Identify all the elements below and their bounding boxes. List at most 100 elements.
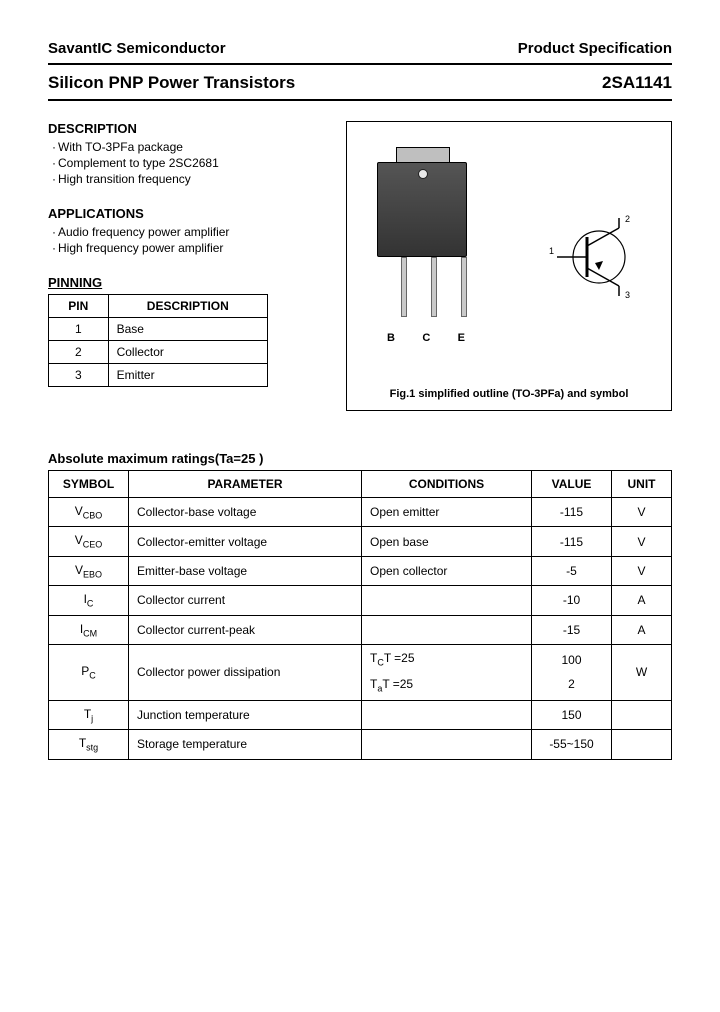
table-row: 1 Base — [49, 318, 268, 341]
spec-label: Product Specification — [518, 40, 672, 57]
table-row: ICM Collector current-peak -15 A — [49, 615, 672, 644]
param-cell: Collector-emitter voltage — [129, 527, 362, 556]
table-row: Tj Junction temperature 150 — [49, 700, 672, 729]
sym-cell: VCBO — [49, 498, 129, 527]
cond-cell — [362, 586, 532, 615]
package-tab — [396, 147, 450, 163]
cond-cell: Open emitter — [362, 498, 532, 527]
unit-cell: A — [612, 615, 672, 644]
applications-heading: APPLICATIONS — [48, 206, 328, 221]
company-name: SavantIC Semiconductor — [48, 40, 226, 57]
product-family: Silicon PNP Power Transistors — [48, 73, 295, 93]
package-hole — [418, 169, 428, 179]
col-parameter: PARAMETER — [129, 471, 362, 498]
table-row: VEBO Emitter-base voltage Open collector… — [49, 556, 672, 585]
pin-label-e: E — [458, 332, 465, 344]
unit-cell: V — [612, 556, 672, 585]
pin-label-b: B — [387, 332, 395, 344]
svg-text:3: 3 — [625, 290, 630, 300]
figure-caption: Fig.1 simplified outline (TO-3PFa) and s… — [347, 388, 671, 400]
figure-box: B C E 1 2 3 Fig.1 s — [346, 121, 672, 411]
pin-num: 3 — [49, 364, 109, 387]
param-cell: Storage temperature — [129, 730, 362, 759]
table-row: PC Collector power dissipation TCT =25 T… — [49, 644, 672, 700]
val-cell: 100 2 — [532, 644, 612, 700]
val-cell: 150 — [532, 700, 612, 729]
table-row: IC Collector current -10 A — [49, 586, 672, 615]
table-header-row: PIN DESCRIPTION — [49, 295, 268, 318]
desc-item: With TO-3PFa package — [52, 140, 328, 154]
desc-item: Complement to type 2SC2681 — [52, 156, 328, 170]
package-body — [377, 162, 467, 257]
col-conditions: CONDITIONS — [362, 471, 532, 498]
param-cell: Collector current-peak — [129, 615, 362, 644]
leg — [401, 257, 407, 317]
cond-cell: Open collector — [362, 556, 532, 585]
val-cell: -115 — [532, 527, 612, 556]
col-value: VALUE — [532, 471, 612, 498]
title-row: Silicon PNP Power Transistors 2SA1141 — [48, 73, 672, 93]
cond-cell: Open base — [362, 527, 532, 556]
sym-cell: VEBO — [49, 556, 129, 585]
pin-num: 1 — [49, 318, 109, 341]
pinning-heading: PINNING — [48, 275, 328, 290]
val-cell: -115 — [532, 498, 612, 527]
left-column: DESCRIPTION With TO-3PFa package Complem… — [48, 121, 328, 411]
col-symbol: SYMBOL — [49, 471, 129, 498]
page-header: SavantIC Semiconductor Product Specifica… — [48, 40, 672, 57]
cond-cell: TCT =25 TaT =25 — [362, 644, 532, 700]
val-cell: -5 — [532, 556, 612, 585]
table-header-row: SYMBOL PARAMETER CONDITIONS VALUE UNIT — [49, 471, 672, 498]
top-content: DESCRIPTION With TO-3PFa package Complem… — [48, 121, 672, 411]
right-column: B C E 1 2 3 Fig.1 s — [346, 121, 672, 411]
param-cell: Junction temperature — [129, 700, 362, 729]
ratings-table: SYMBOL PARAMETER CONDITIONS VALUE UNIT V… — [48, 470, 672, 760]
col-desc: DESCRIPTION — [108, 295, 267, 318]
package-outline-icon — [377, 162, 487, 317]
sym-cell: IC — [49, 586, 129, 615]
pin-num: 2 — [49, 341, 109, 364]
param-cell: Collector current — [129, 586, 362, 615]
table-row: VCEO Collector-emitter voltage Open base… — [49, 527, 672, 556]
desc-item: High transition frequency — [52, 172, 328, 186]
unit-cell: A — [612, 586, 672, 615]
sym-cell: Tstg — [49, 730, 129, 759]
pin-label-c: C — [422, 332, 430, 344]
table-row: Tstg Storage temperature -55~150 — [49, 730, 672, 759]
app-item: Audio frequency power amplifier — [52, 225, 328, 239]
col-pin: PIN — [49, 295, 109, 318]
package-legs — [401, 257, 467, 317]
part-number: 2SA1141 — [602, 73, 672, 93]
leg — [431, 257, 437, 317]
val-cell: -10 — [532, 586, 612, 615]
table-row: 3 Emitter — [49, 364, 268, 387]
table-row: 2 Collector — [49, 341, 268, 364]
rule-title — [48, 99, 672, 101]
pin-desc: Collector — [108, 341, 267, 364]
param-cell: Collector power dissipation — [129, 644, 362, 700]
sym-cell: ICM — [49, 615, 129, 644]
unit-cell: W — [612, 644, 672, 700]
val-cell: -55~150 — [532, 730, 612, 759]
param-cell: Emitter-base voltage — [129, 556, 362, 585]
transistor-symbol-icon: 1 2 3 — [547, 212, 647, 302]
unit-cell: V — [612, 498, 672, 527]
pin-desc: Emitter — [108, 364, 267, 387]
svg-text:2: 2 — [625, 214, 630, 224]
unit-cell — [612, 700, 672, 729]
ratings-heading: Absolute maximum ratings(Ta=25 ) — [48, 451, 672, 466]
pinning-table: PIN DESCRIPTION 1 Base 2 Collector 3 Emi… — [48, 294, 268, 387]
param-cell: Collector-base voltage — [129, 498, 362, 527]
sym-cell: Tj — [49, 700, 129, 729]
table-row: VCBO Collector-base voltage Open emitter… — [49, 498, 672, 527]
cond-cell — [362, 700, 532, 729]
sym-cell: VCEO — [49, 527, 129, 556]
svg-text:1: 1 — [549, 246, 554, 256]
val-cell: -15 — [532, 615, 612, 644]
cond-cell — [362, 730, 532, 759]
pin-labels: B C E — [387, 332, 465, 344]
unit-cell: V — [612, 527, 672, 556]
pin-desc: Base — [108, 318, 267, 341]
description-heading: DESCRIPTION — [48, 121, 328, 136]
col-unit: UNIT — [612, 471, 672, 498]
